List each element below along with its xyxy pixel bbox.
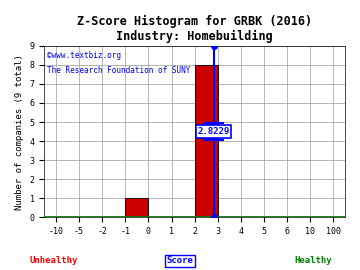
Y-axis label: Number of companies (9 total): Number of companies (9 total) [15, 54, 24, 210]
Text: Score: Score [167, 256, 193, 265]
Title: Z-Score Histogram for GRBK (2016)
Industry: Homebuilding: Z-Score Histogram for GRBK (2016) Indust… [77, 15, 312, 43]
Bar [125, 198, 148, 217]
Text: ©www.textbiz.org: ©www.textbiz.org [47, 51, 121, 60]
Text: The Research Foundation of SUNY: The Research Foundation of SUNY [47, 66, 191, 75]
Bar [195, 65, 218, 217]
Text: 2.8229: 2.8229 [198, 127, 230, 136]
Text: Unhealthy: Unhealthy [30, 256, 78, 265]
Text: Healthy: Healthy [294, 256, 332, 265]
